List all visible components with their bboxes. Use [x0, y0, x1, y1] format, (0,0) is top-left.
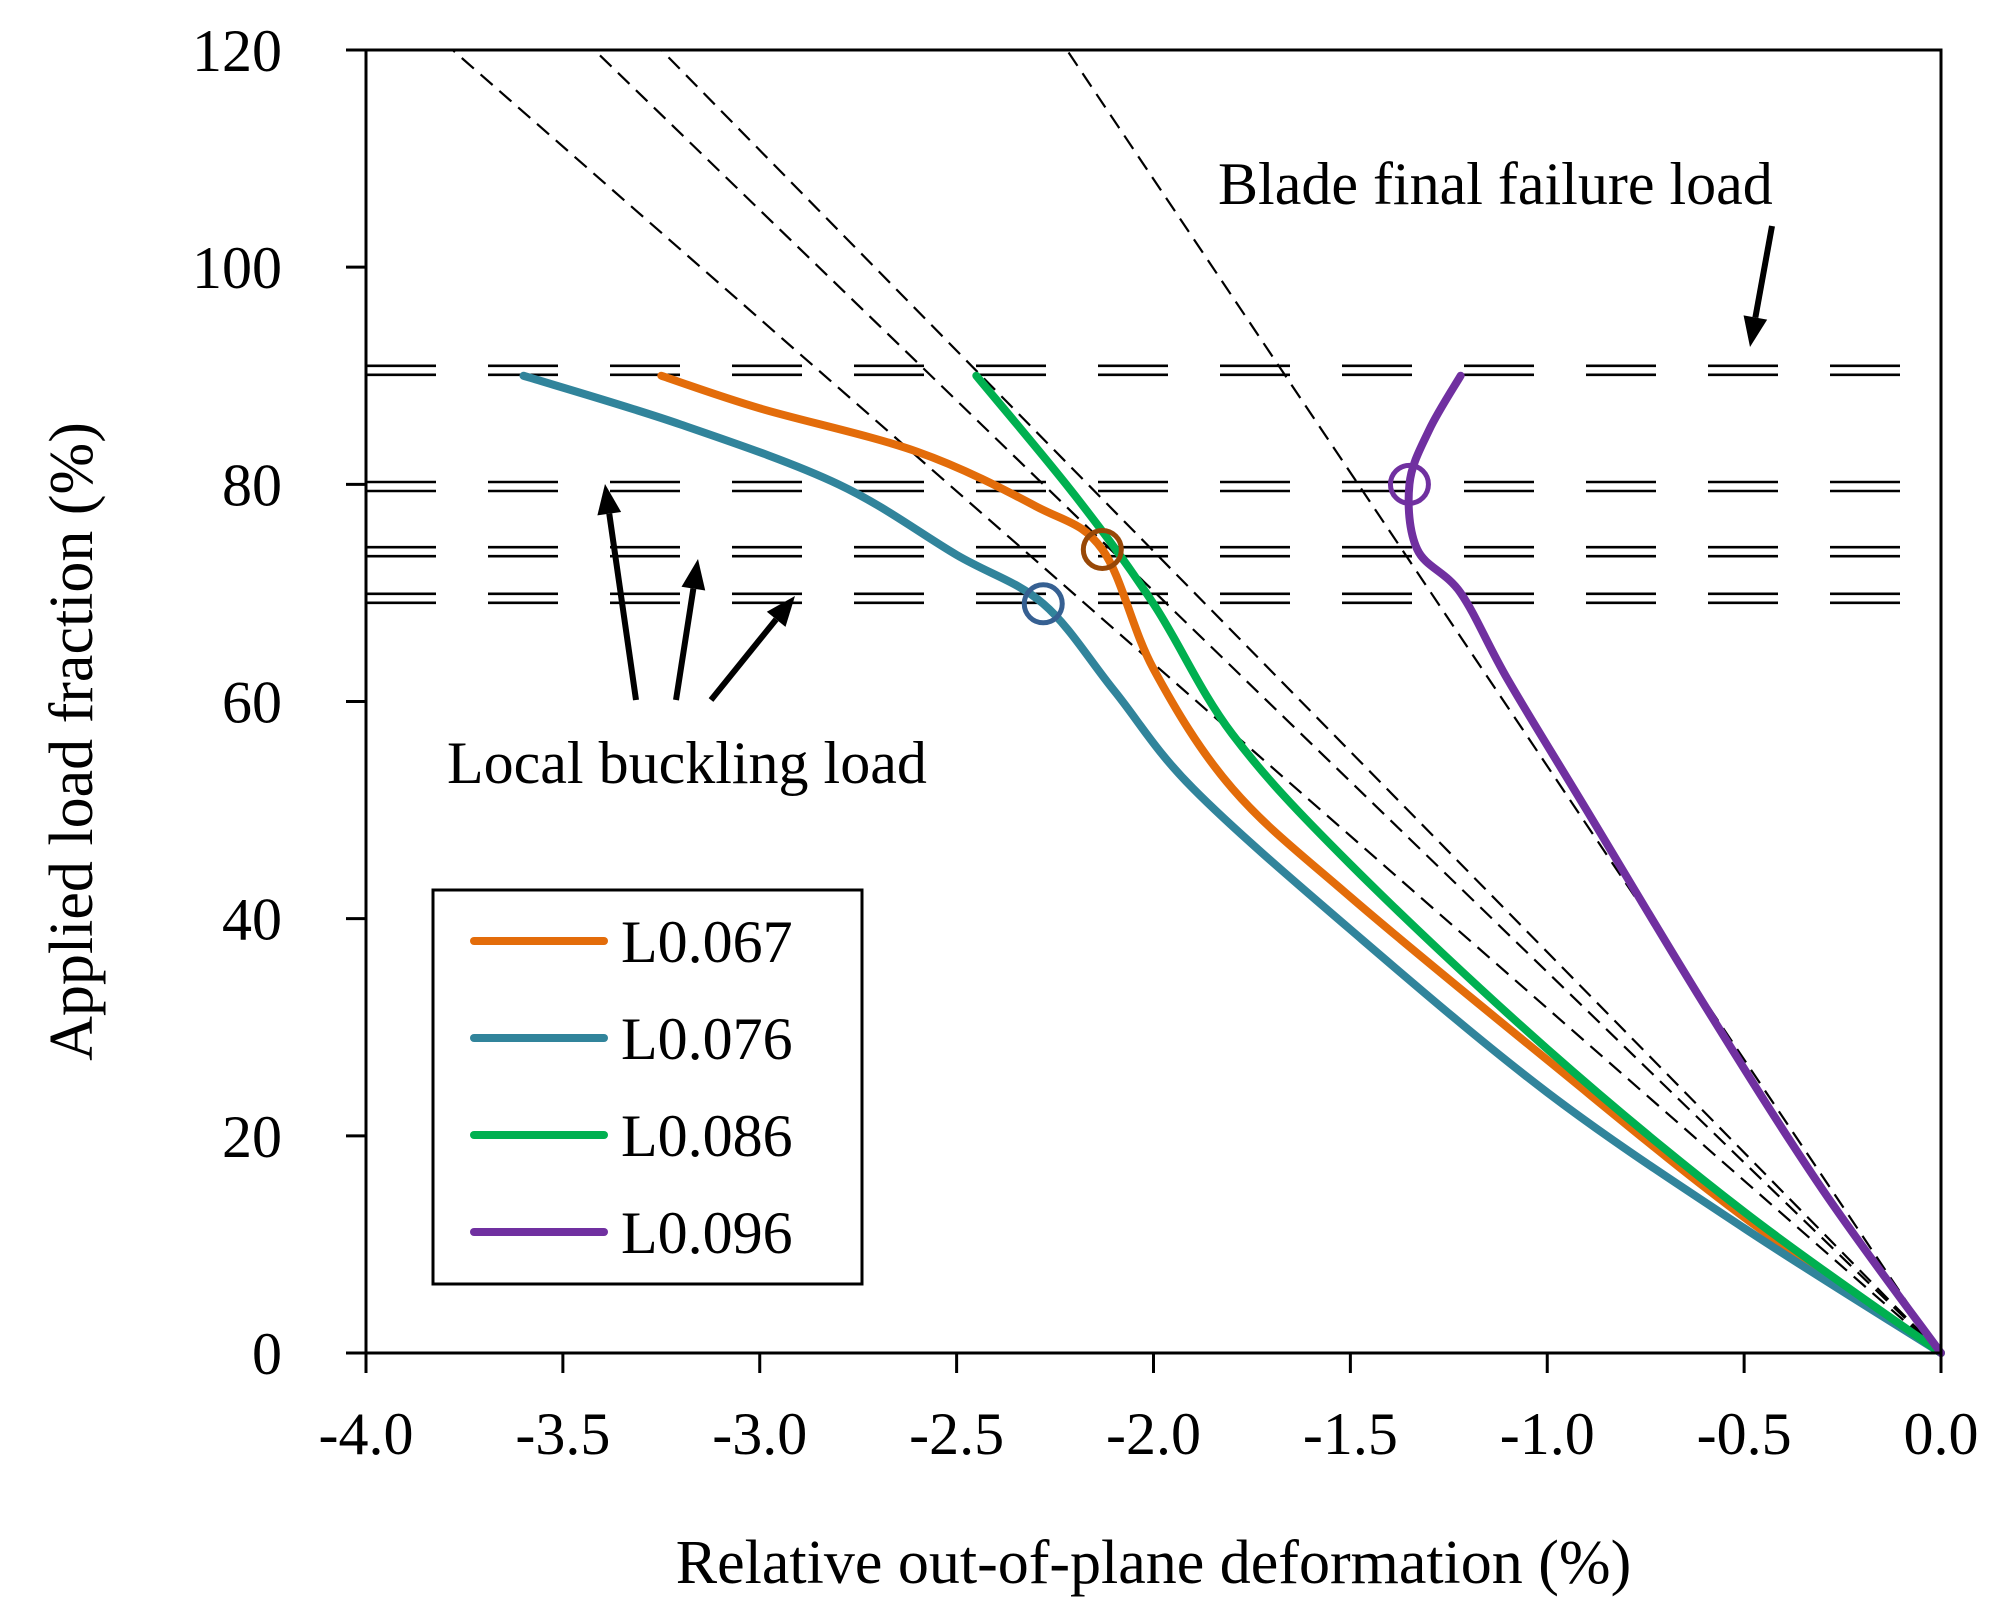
marker-circle-3 — [1387, 462, 1431, 506]
y-tick-label: 40 — [222, 887, 282, 953]
reference-line-3 — [660, 49, 1942, 1354]
y-axis-label: Applied load fraction (%) — [38, 422, 106, 1061]
x-axis-label: Relative out-of-plane deformation (%) — [676, 1529, 1631, 1597]
arrow-buckling-3-shaft — [708, 617, 779, 702]
x-tick-label: -3.5 — [515, 1401, 610, 1467]
arrow-buckling-2-head — [681, 559, 706, 591]
marker-circle-2 — [1021, 582, 1065, 626]
arrow-buckling-1-shaft — [606, 513, 639, 701]
reference-line-2 — [593, 49, 1942, 1354]
arrow-buckling-2-shaft — [673, 588, 697, 701]
x-tick-label: -2.5 — [909, 1401, 1004, 1467]
arrow-failure-shaft — [1752, 225, 1775, 319]
annotation-local-buckling: Local buckling load — [447, 730, 927, 796]
x-tick-label: -3.0 — [712, 1401, 807, 1467]
series-line-l0067 — [657, 371, 1945, 1357]
series-line-l0086 — [972, 371, 1945, 1357]
annotation-arrows — [597, 225, 1775, 702]
series-line-l0096 — [1404, 371, 1945, 1357]
y-tick-label: 80 — [222, 452, 282, 518]
y-ticks: 0 20 40 60 80 100 120 — [192, 18, 366, 1387]
y-tick-label: 100 — [192, 235, 282, 301]
x-tick-label: -1.0 — [1500, 1401, 1595, 1467]
series-layer — [519, 371, 1945, 1357]
legend-box — [431, 888, 864, 1286]
x-tick-label: -1.5 — [1303, 1401, 1398, 1467]
legend-label-l0076: L0.076 — [621, 1006, 793, 1072]
x-tick-label: -4.0 — [319, 1401, 414, 1467]
y-tick-label: 60 — [222, 670, 282, 736]
reference-line-1 — [451, 49, 1942, 1354]
reference-lines-layer — [451, 49, 1942, 1354]
legend-label-l0086: L0.086 — [621, 1103, 793, 1169]
arrow-buckling-3-head — [766, 596, 795, 627]
reference-line-4 — [1065, 49, 1942, 1354]
x-tick-label: 0.0 — [1904, 1401, 1979, 1467]
x-tick-label: -0.5 — [1697, 1401, 1792, 1467]
legend: L0.067 L0.076 L0.086 L0.096 — [431, 888, 864, 1286]
x-ticks: -4.0 -3.5 -3.0 -2.5 -2.0 -1.5 -1.0 -0.5 0.0 — [319, 1353, 1979, 1467]
series-line-l0076 — [519, 371, 1945, 1357]
y-tick-label: 0 — [252, 1321, 282, 1387]
arrow-failure-head — [1743, 315, 1768, 347]
marker-circle-1 — [1080, 527, 1124, 571]
circle-markers-layer — [1021, 462, 1431, 626]
legend-label-l0067: L0.067 — [621, 909, 793, 975]
horizontal-lines-layer — [366, 364, 1921, 605]
legend-label-l0096: L0.096 — [621, 1200, 793, 1266]
y-tick-label: 120 — [192, 18, 282, 84]
y-tick-label: 20 — [222, 1104, 282, 1170]
arrow-buckling-1-head — [597, 484, 622, 516]
x-tick-label: -2.0 — [1106, 1401, 1201, 1467]
annotation-blade-final-failure: Blade final failure load — [1218, 151, 1773, 217]
